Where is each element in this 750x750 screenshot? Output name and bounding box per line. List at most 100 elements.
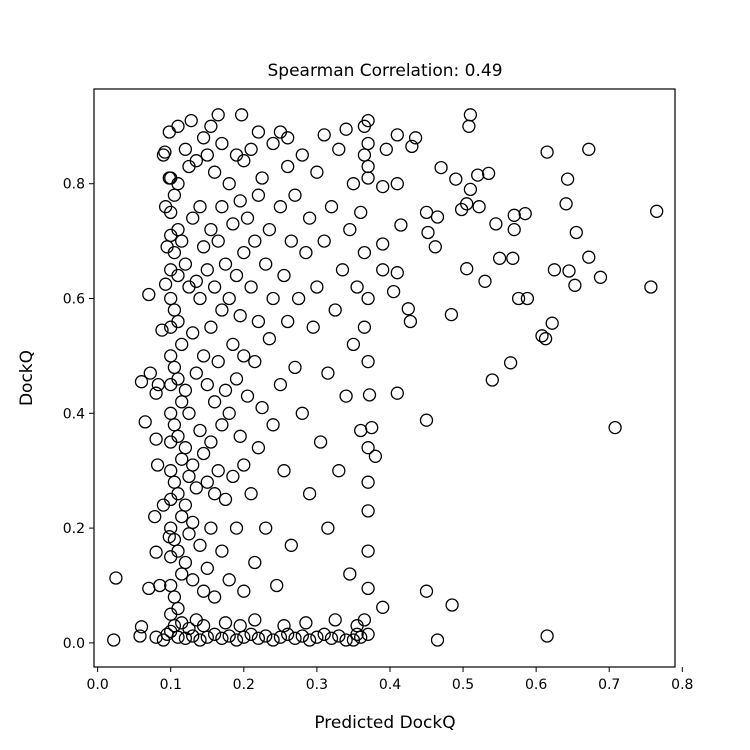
data-point [317, 234, 331, 248]
data-point [324, 631, 339, 645]
data-point [164, 464, 178, 478]
data-point [507, 208, 521, 222]
data-point [306, 320, 320, 334]
x-tick-label: 0.2 [233, 677, 255, 693]
data-point [171, 601, 185, 616]
data-point [251, 314, 266, 329]
data-point [138, 415, 152, 429]
data-point [295, 148, 309, 162]
data-point [164, 521, 178, 535]
data-point [248, 354, 262, 369]
data-point [229, 521, 244, 535]
data-point [357, 320, 372, 334]
data-point [562, 264, 576, 278]
data-point [171, 544, 185, 558]
data-point [196, 584, 211, 598]
data-point [200, 561, 214, 575]
data-point [361, 544, 375, 558]
x-tick-label: 0.7 [598, 677, 620, 693]
data-point [445, 598, 459, 612]
x-tick-label: 0.3 [306, 677, 328, 693]
data-point [193, 423, 207, 438]
data-point [354, 205, 368, 220]
data-point [481, 166, 496, 181]
data-point [317, 128, 331, 142]
data-point [167, 245, 182, 260]
data-point [394, 218, 408, 232]
data-point [240, 211, 255, 225]
data-point [164, 578, 178, 593]
data-point [164, 349, 178, 363]
y-tick-label: 0.2 [63, 521, 85, 537]
data-point [376, 237, 390, 251]
x-tick-label: 0.1 [160, 677, 182, 693]
data-point [134, 620, 149, 634]
data-point [310, 165, 324, 179]
data-point [405, 139, 419, 154]
data-point [463, 182, 478, 197]
data-point [186, 211, 200, 225]
data-point [200, 630, 214, 644]
data-point [270, 578, 284, 593]
data-point [259, 521, 273, 535]
data-point [215, 418, 229, 432]
data-point [222, 177, 236, 191]
data-point [332, 142, 346, 156]
data-point [189, 274, 203, 288]
data-point [196, 619, 211, 633]
data-point [167, 475, 182, 489]
data-point [361, 354, 375, 369]
data-point [419, 205, 434, 220]
y-tick-label: 0.4 [63, 406, 85, 422]
data-point [211, 354, 225, 369]
data-point [233, 619, 247, 633]
data-point [518, 206, 532, 221]
data-point [186, 515, 200, 530]
data-point [229, 372, 244, 386]
data-point [171, 372, 185, 386]
data-point [107, 633, 121, 647]
data-point [361, 171, 375, 185]
data-point [449, 172, 463, 186]
data-point [200, 377, 214, 392]
data-point [215, 303, 229, 317]
data-point [158, 145, 172, 159]
data-point [255, 400, 269, 415]
data-point [295, 629, 309, 643]
x-tick-label: 0.4 [379, 677, 401, 693]
data-point [361, 136, 375, 151]
data-point [237, 245, 251, 260]
data-point [158, 277, 173, 291]
data-point [193, 633, 207, 647]
data-point [234, 108, 249, 122]
data-point [568, 278, 582, 292]
data-point [582, 142, 596, 156]
data-point [142, 287, 156, 302]
data-point [200, 148, 214, 162]
data-point [251, 441, 266, 455]
data-point [207, 395, 222, 409]
data-point [277, 268, 291, 283]
data-point [215, 544, 229, 558]
data-point [248, 234, 262, 248]
data-point [430, 633, 445, 647]
data-point [233, 194, 247, 208]
data-point [175, 234, 189, 248]
data-point [171, 314, 185, 329]
data-point [259, 257, 273, 271]
data-point [302, 487, 317, 501]
data-point [182, 621, 196, 636]
data-point [133, 629, 147, 643]
y-tick-label: 0.8 [63, 177, 85, 193]
data-point [339, 633, 353, 647]
data-point [321, 521, 335, 535]
x-axis: 0.0 0.1 0.2 0.3 0.4 0.5 0.6 0.7 0.8 [87, 667, 693, 693]
data-point [401, 302, 415, 316]
data-point [167, 418, 182, 432]
data-point [266, 418, 280, 432]
data-point [153, 578, 167, 593]
data-point [251, 125, 266, 139]
data-point [182, 527, 196, 541]
data-point [559, 197, 573, 211]
